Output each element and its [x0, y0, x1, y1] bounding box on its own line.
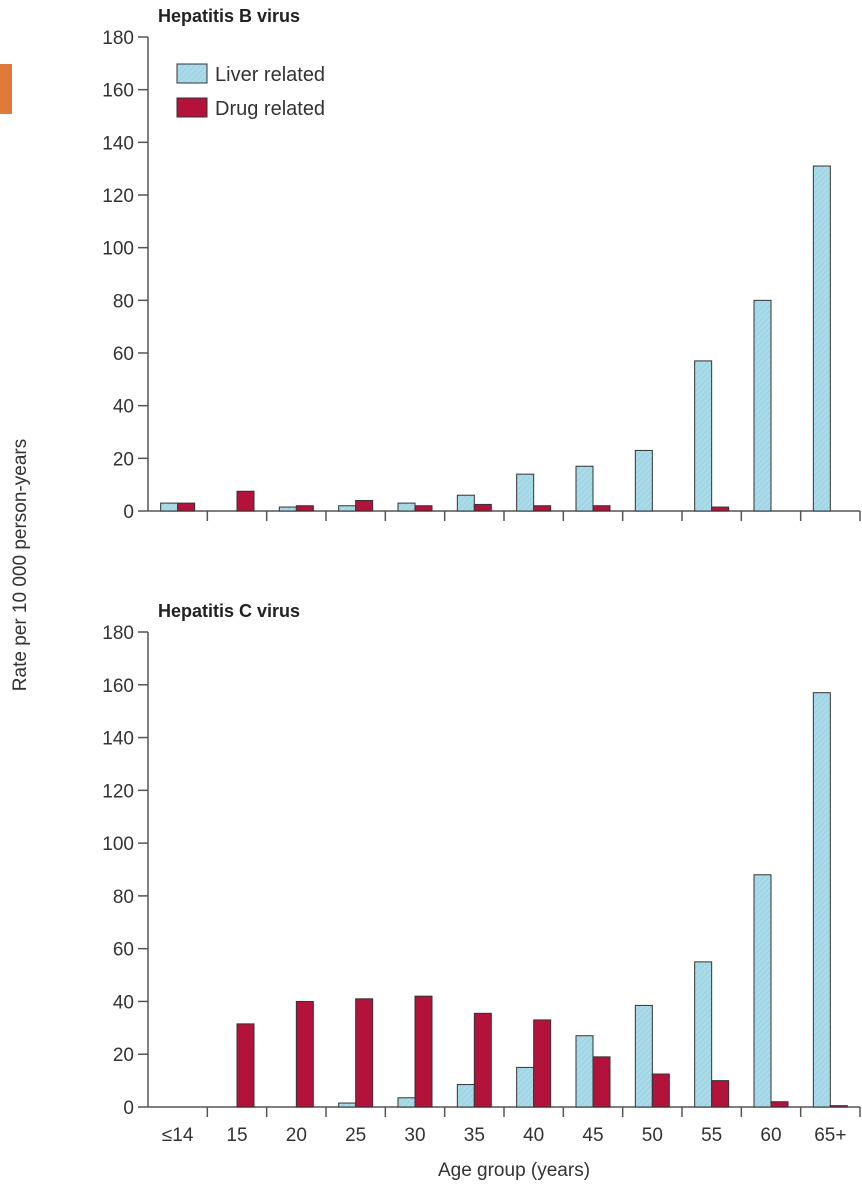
- y-tick-label: 20: [113, 449, 134, 470]
- x-tick-label: 25: [345, 1125, 366, 1146]
- y-tick-label: 60: [113, 940, 134, 961]
- y-tick-label: 180: [102, 623, 134, 644]
- y-tick-label: 160: [102, 676, 134, 697]
- bar-liver-related: [338, 1102, 357, 1108]
- bar-liver-related: [753, 299, 772, 512]
- y-tick-label: 100: [102, 239, 134, 260]
- bar-liver-related: [694, 961, 713, 1108]
- y-tick-label: 180: [102, 28, 134, 49]
- x-tick-label: 35: [464, 1125, 485, 1146]
- panel-hepatitis-b: Hepatitis B virus 0 20 40 60 80 100 120 140 160 18…: [102, 6, 861, 523]
- bar-drug-related: [533, 505, 552, 512]
- bar-liver-related: [338, 505, 357, 512]
- y-tick-label: 0: [123, 1098, 134, 1119]
- bar-drug-related: [295, 1000, 314, 1108]
- bar-liver-related: [575, 465, 594, 512]
- bar-drug-related: [473, 503, 492, 512]
- chart-title: Hepatitis C virus: [158, 601, 300, 621]
- y-tick-label: 160: [102, 81, 134, 102]
- x-tick-label: 65+: [814, 1125, 846, 1146]
- bar-liver-related: [812, 165, 831, 512]
- bar-liver-related: [753, 874, 772, 1108]
- legend: Liver related Drug related: [176, 63, 325, 120]
- bar-drug-related: [295, 505, 314, 512]
- legend-swatch-liver: [176, 63, 208, 84]
- bar-liver-related: [456, 1084, 475, 1108]
- bar-drug-related: [236, 490, 255, 512]
- bar-drug-related: [829, 1105, 848, 1108]
- legend-label-drug: Drug related: [215, 98, 325, 120]
- x-tick-label: ≤14: [162, 1125, 194, 1146]
- bar-liver-related: [278, 506, 297, 512]
- y-tick-label: 60: [113, 344, 134, 365]
- x-tick-label: 50: [642, 1125, 663, 1146]
- x-tick-label: 40: [523, 1125, 544, 1146]
- bar-liver-related: [516, 473, 535, 512]
- y-tick-label: 120: [102, 781, 134, 802]
- bar-liver-related: [160, 502, 179, 512]
- bar-drug-related: [355, 998, 374, 1108]
- x-tick-label: 30: [404, 1125, 425, 1146]
- bar-drug-related: [236, 1023, 255, 1108]
- bar-liver-related: [456, 494, 475, 512]
- bar-drug-related: [177, 502, 196, 512]
- y-tick-label: 140: [102, 133, 134, 154]
- bar-drug-related: [592, 505, 611, 512]
- bar-drug-related: [355, 499, 374, 512]
- y-tick-label: 140: [102, 729, 134, 750]
- bar-liver-related: [516, 1066, 535, 1108]
- y-tick-label: 40: [113, 992, 134, 1013]
- bar-liver-related: [812, 692, 831, 1108]
- x-axis-title: Age group (years): [438, 1160, 590, 1181]
- bar-liver-related: [634, 1004, 653, 1108]
- bar-liver-related: [634, 449, 653, 512]
- chart-title: Hepatitis B virus: [158, 6, 300, 26]
- bar-liver-related: [575, 1035, 594, 1108]
- y-tick-label: 80: [113, 291, 134, 312]
- bar-liver-related: [397, 502, 416, 512]
- x-tick-label: 60: [760, 1125, 781, 1146]
- x-tick-label: 55: [701, 1125, 722, 1146]
- y-tick-label: 40: [113, 397, 134, 418]
- bar-drug-related: [473, 1012, 492, 1108]
- legend-label-liver: Liver related: [215, 64, 325, 86]
- legend-swatch-drug: [176, 97, 208, 118]
- y-tick-label: 20: [113, 1045, 134, 1066]
- bar-drug-related: [770, 1101, 789, 1108]
- bar-drug-related: [711, 1080, 730, 1108]
- bar-drug-related: [414, 505, 433, 512]
- y-tick-label: 80: [113, 887, 134, 908]
- y-tick-label: 100: [102, 834, 134, 855]
- bar-drug-related: [592, 1056, 611, 1108]
- panel-hepatitis-c: Hepatitis C virus 0 20 40 60 80 100 120 140 160 18…: [102, 601, 861, 1146]
- bar-liver-related: [397, 1097, 416, 1108]
- corner-marker: [0, 64, 12, 114]
- bar-drug-related: [414, 995, 433, 1108]
- bar-drug-related: [533, 1019, 552, 1108]
- y-tick-label: 0: [123, 502, 134, 523]
- x-tick-label: 45: [582, 1125, 603, 1146]
- bar-drug-related: [711, 506, 730, 512]
- y-tick-label: 120: [102, 186, 134, 207]
- bar-drug-related: [651, 1073, 670, 1108]
- x-tick-label: 20: [286, 1125, 307, 1146]
- bar-liver-related: [694, 360, 713, 512]
- y-axis-title: Rate per 10 000 person-years: [10, 439, 31, 691]
- x-tick-label: 15: [226, 1125, 247, 1146]
